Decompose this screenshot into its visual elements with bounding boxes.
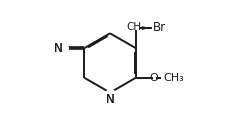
Text: CH₂: CH₂	[126, 22, 145, 32]
Text: N: N	[106, 93, 114, 106]
Text: N: N	[53, 42, 62, 55]
Text: CH₃: CH₃	[163, 73, 184, 83]
Text: O: O	[149, 73, 158, 83]
Text: N: N	[53, 42, 62, 55]
Text: N: N	[106, 93, 114, 106]
Text: Br: Br	[153, 21, 166, 34]
